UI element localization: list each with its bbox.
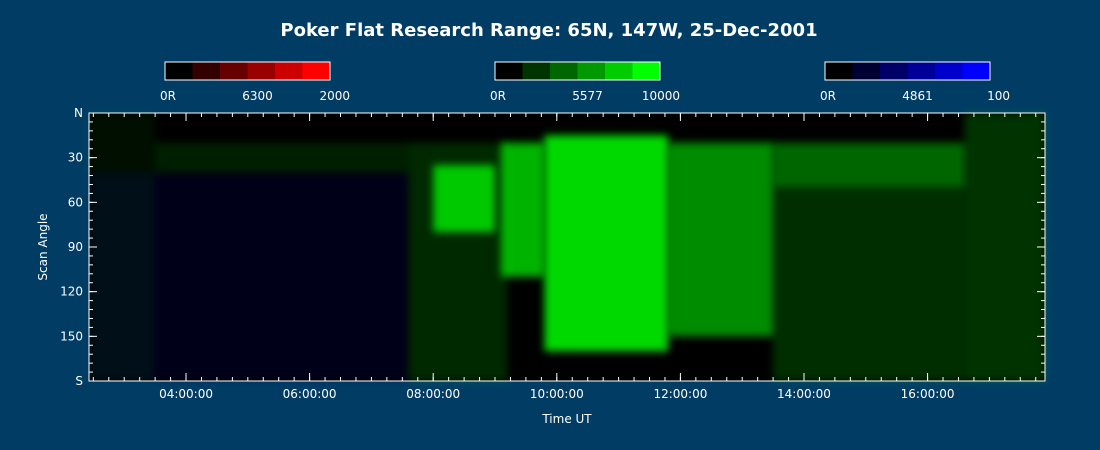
green-emission-region (433, 165, 496, 233)
x-tick-label: 14:00:00 (777, 387, 831, 401)
green-emission-region (773, 142, 965, 188)
colorbar-swatch (247, 62, 276, 80)
y-tick-label: N (74, 106, 83, 120)
colorbar-swatch (605, 62, 633, 80)
green-emission-region (89, 113, 156, 381)
x-tick-label: 08:00:00 (406, 387, 460, 401)
colorbar-swatch (577, 62, 606, 80)
x-tick-label: 12:00:00 (653, 387, 707, 401)
y-tick-label: 120 (60, 285, 83, 299)
colorbar-wavelength-label: 4861 (902, 89, 933, 103)
colorbar-swatch (522, 62, 551, 80)
colorbar-max-label: 10000 (642, 89, 680, 103)
y-axis-ticks: N 30 60 90 120 150 S (60, 106, 1045, 388)
colorbar-5577: 0R 5577 10000 (490, 61, 680, 103)
green-emission-region (155, 142, 409, 173)
y-axis-label: Scan Angle (36, 213, 50, 280)
colorbar-swatch (907, 62, 936, 80)
x-axis-label: Time UT (541, 412, 592, 426)
colorbar-6300: 0R 6300 2000 (160, 61, 350, 103)
green-emission-region (773, 187, 965, 381)
colorbar-swatch (220, 62, 248, 80)
y-tick-label: S (75, 374, 83, 388)
green-emission-region (544, 135, 669, 352)
colorbar-wavelength-label: 5577 (572, 89, 603, 103)
colorbar-swatch (495, 62, 523, 80)
y-tick-label: 90 (68, 240, 83, 254)
colorbar-swatch (632, 62, 661, 80)
colorbars: 0R 6300 2000 0R 5577 10000 0R 4861 100 (160, 61, 1010, 103)
colorbar-swatch (302, 62, 331, 80)
keogram-plot-area (88, 112, 1046, 382)
colorbar-swatch (550, 62, 578, 80)
x-tick-label: 06:00:00 (283, 387, 337, 401)
colorbar-max-label: 100 (987, 89, 1010, 103)
colorbar-swatch (880, 62, 908, 80)
colorbar-wavelength-label: 6300 (242, 89, 273, 103)
colorbar-min-label: 0R (160, 89, 176, 103)
x-tick-label: 04:00:00 (159, 387, 213, 401)
colorbar-swatch (192, 62, 221, 80)
green-emission-region (668, 142, 774, 337)
colorbar-border (494, 61, 661, 81)
colorbar-max-label: 2000 (319, 89, 350, 103)
colorbar-swatch (962, 62, 991, 80)
x-tick-label: 10:00:00 (530, 387, 584, 401)
colorbar-swatch (275, 62, 303, 80)
colorbar-swatch (852, 62, 881, 80)
green-emission-region (964, 113, 1045, 381)
y-tick-label: 150 (60, 329, 83, 343)
y-tick-label: 60 (68, 195, 83, 209)
x-tick-label: 16:00:00 (901, 387, 955, 401)
colorbar-border (164, 61, 331, 81)
chart-title: Poker Flat Research Range: 65N, 147W, 25… (280, 20, 817, 41)
colorbar-swatch (825, 62, 853, 80)
green-emission-region (501, 142, 545, 277)
colorbar-4861: 0R 4861 100 (820, 61, 1010, 103)
colorbar-swatch (165, 62, 193, 80)
colorbar-swatch (935, 62, 963, 80)
colorbar-min-label: 0R (820, 89, 836, 103)
colorbar-min-label: 0R (490, 89, 506, 103)
colorbar-border (824, 61, 991, 81)
y-tick-label: 30 (68, 151, 83, 165)
x-axis-ticks: 04:00:00 06:00:00 08:00:00 10:00:00 12:00:00… (92, 113, 1037, 401)
